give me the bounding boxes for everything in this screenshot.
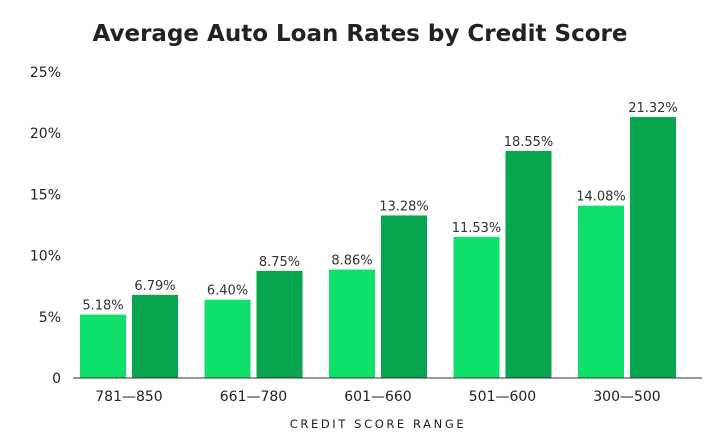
bar — [80, 314, 126, 378]
x-tick-label: 300—500 — [593, 389, 660, 405]
bar — [329, 269, 375, 378]
x-tick-label: 501—600 — [469, 389, 536, 405]
bar-value-label: 14.08% — [576, 190, 626, 205]
x-axis-title: CREDIT SCORE RANGE — [290, 417, 466, 431]
bar — [505, 150, 552, 378]
bar-value-label: 6.40% — [207, 284, 248, 299]
bar-value-label: 8.86% — [331, 254, 372, 269]
bar — [578, 205, 624, 378]
y-tick-label: 5% — [39, 310, 61, 326]
y-tick-label: 10% — [30, 249, 61, 265]
y-tick-label: 0 — [52, 371, 61, 387]
chart-title: Average Auto Loan Rates by Credit Score — [93, 21, 628, 47]
x-tick-label: 661—780 — [220, 389, 287, 405]
y-tick-label: 25% — [30, 65, 61, 81]
y-tick-label: 20% — [30, 126, 61, 142]
bar — [630, 117, 676, 378]
bar-value-label: 11.53% — [452, 221, 502, 236]
bar-value-label: 18.55% — [504, 135, 554, 150]
bar — [132, 294, 178, 378]
y-tick-label: 15% — [30, 187, 61, 203]
bar-value-label: 5.18% — [82, 299, 123, 314]
y-axis: 0 5% 10% 15% 20% 25% — [30, 65, 61, 387]
bar — [453, 236, 500, 378]
bar-value-label: 21.32% — [628, 101, 678, 116]
bar-value-label: 6.79% — [134, 279, 175, 294]
bar-value-label: 13.28% — [379, 199, 429, 214]
x-tick-label: 601—660 — [344, 389, 411, 405]
bars-group — [80, 117, 676, 378]
x-axis-labels: 781—850 661—780 601—660 501—600 300—500 — [95, 389, 660, 405]
bar — [381, 215, 427, 378]
data-labels-group: 5.18% 6.79% 6.40% 8.75% 8.86% 13.28% 11.53% 18.… — [82, 101, 677, 314]
bar — [256, 270, 303, 378]
bar — [204, 299, 251, 378]
bar-value-label: 8.75% — [259, 255, 300, 270]
x-tick-label: 781—850 — [95, 389, 162, 405]
